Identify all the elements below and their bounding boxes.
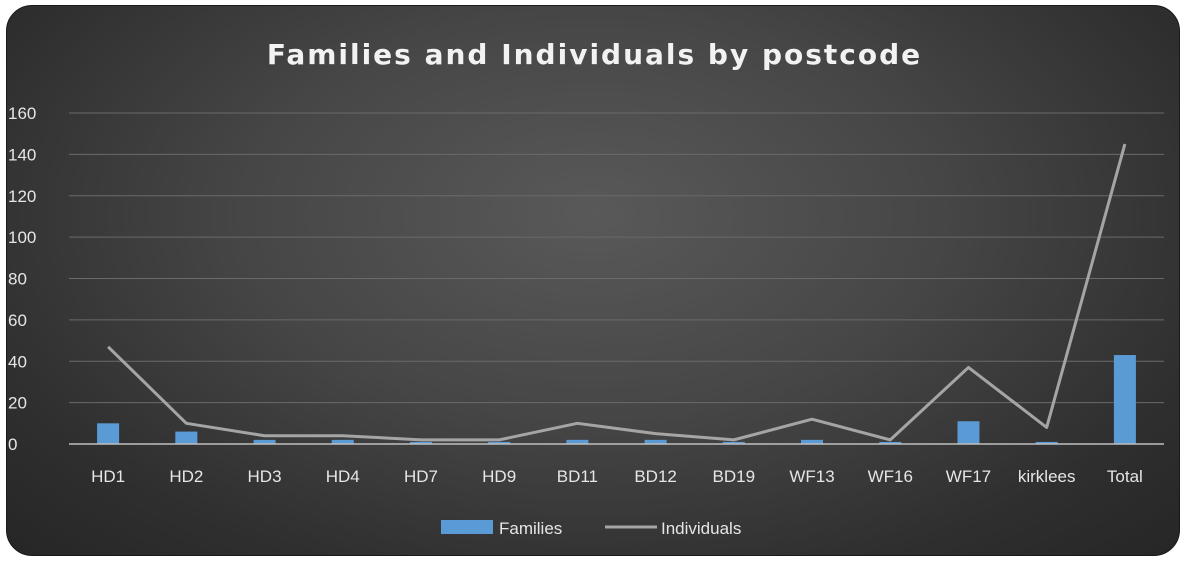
y-axis-ticks: 0 20 40 60 80 100 120 140 160 xyxy=(8,104,36,454)
families-bar xyxy=(409,441,432,444)
y-tick-label: 80 xyxy=(8,270,27,289)
families-bar xyxy=(957,421,980,444)
families-bar xyxy=(801,439,824,444)
chart-title: Families and Individuals by postcode xyxy=(266,38,923,71)
families-bars xyxy=(97,355,1136,444)
families-bar xyxy=(879,441,902,444)
families-bar xyxy=(722,441,745,444)
x-tick-label: BD12 xyxy=(634,467,677,486)
individuals-series-line xyxy=(107,143,1127,442)
y-tick-label: 20 xyxy=(8,394,27,413)
families-bar xyxy=(331,439,354,444)
x-tick-label: Total xyxy=(1107,467,1143,486)
legend-swatch-families xyxy=(441,520,493,534)
x-tick-label: HD1 xyxy=(91,467,125,486)
families-bar xyxy=(488,441,511,444)
x-tick-label: HD4 xyxy=(326,467,360,486)
x-tick-label: WF16 xyxy=(868,467,913,486)
x-tick-label: WF13 xyxy=(789,467,834,486)
x-tick-label: BD11 xyxy=(557,467,598,486)
y-tick-label: 0 xyxy=(8,435,17,454)
x-tick-label: HD7 xyxy=(404,467,438,486)
y-tick-label: 40 xyxy=(8,352,27,371)
chart-frame xyxy=(6,5,1180,556)
y-tick-label: 60 xyxy=(8,311,27,330)
y-tick-label: 160 xyxy=(8,104,36,123)
legend-label-families: Families xyxy=(499,519,562,538)
gridlines xyxy=(69,112,1164,404)
y-tick-label: 100 xyxy=(8,228,36,247)
legend: Families Individuals xyxy=(441,519,741,538)
x-tick-label: HD3 xyxy=(248,467,282,486)
families-bar xyxy=(1113,355,1136,444)
families-bar xyxy=(175,431,198,444)
x-axis-ticks: HD1 HD2 HD3 HD4 HD7 HD9 BD11 BD12 BD19 WF13 WF16 WF… xyxy=(91,467,1143,486)
families-bar xyxy=(97,423,120,444)
x-tick-label: HD9 xyxy=(482,467,516,486)
families-bar xyxy=(1035,441,1058,444)
x-tick-label: BD19 xyxy=(713,467,756,486)
x-tick-label: kirklees xyxy=(1018,467,1076,486)
y-tick-label: 140 xyxy=(8,145,36,164)
families-bar xyxy=(253,439,276,444)
x-tick-label: HD2 xyxy=(169,467,203,486)
families-bar xyxy=(566,439,589,444)
families-bar xyxy=(644,439,667,444)
legend-label-individuals: Individuals xyxy=(661,519,741,538)
y-tick-label: 120 xyxy=(8,187,36,206)
x-tick-label: WF17 xyxy=(946,467,991,486)
